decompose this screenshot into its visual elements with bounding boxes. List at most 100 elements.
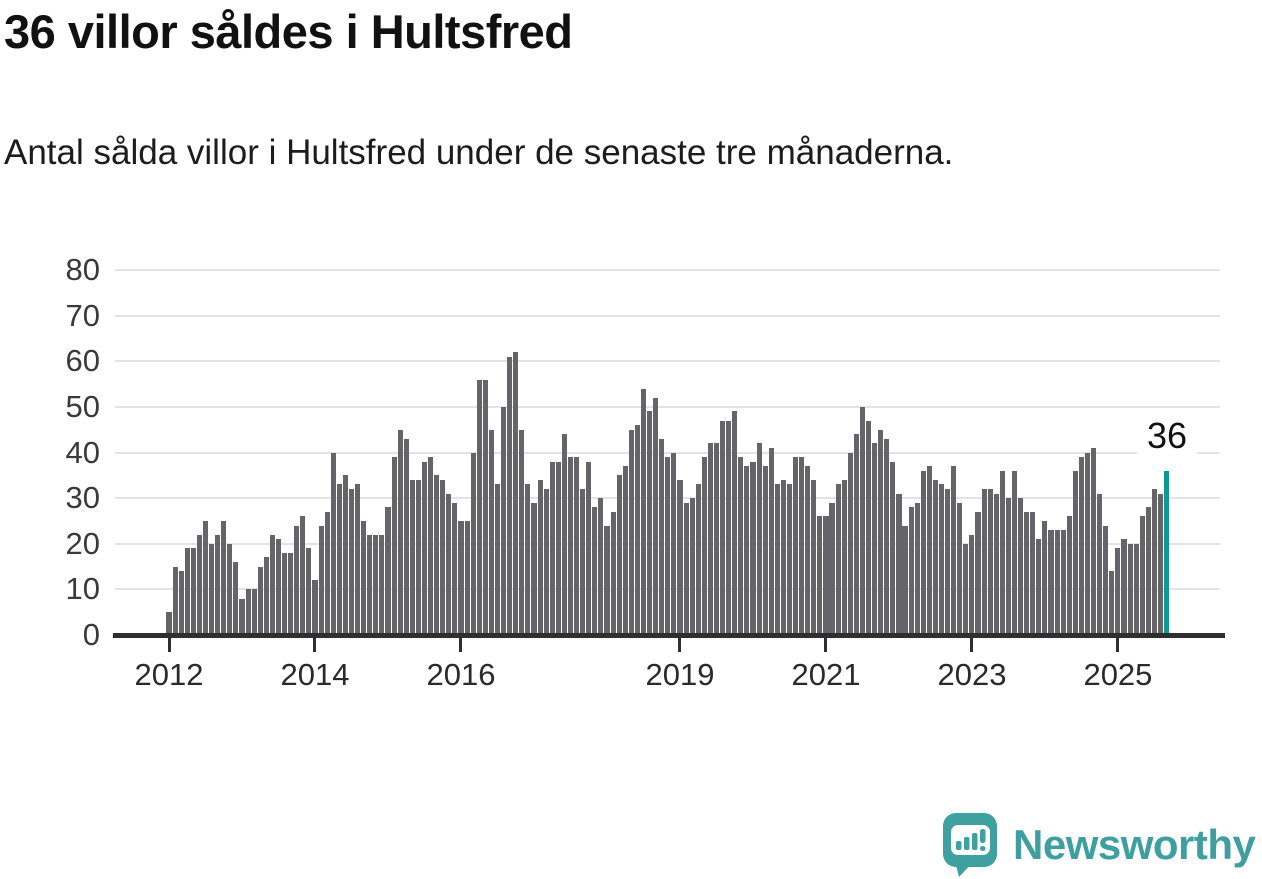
bar bbox=[1103, 525, 1109, 635]
gridline bbox=[115, 405, 1220, 408]
bar bbox=[494, 484, 501, 635]
bar bbox=[336, 484, 342, 635]
x-axis-tick bbox=[824, 638, 828, 652]
last-value-label: 36 bbox=[1136, 416, 1198, 458]
x-axis-tick bbox=[970, 638, 974, 652]
bar bbox=[1151, 489, 1157, 635]
bar bbox=[586, 461, 592, 635]
bar bbox=[780, 479, 786, 635]
bar bbox=[1042, 520, 1048, 635]
x-axis-line bbox=[113, 633, 1225, 638]
brand-name: Newsworthy bbox=[1013, 821, 1256, 868]
bar bbox=[1005, 498, 1011, 635]
bar bbox=[300, 516, 306, 635]
bar bbox=[1109, 571, 1115, 635]
x-axis-tick bbox=[167, 638, 171, 652]
bar bbox=[513, 352, 519, 635]
bar bbox=[519, 429, 525, 635]
bar bbox=[853, 434, 859, 635]
bar bbox=[720, 420, 726, 635]
gridline bbox=[115, 451, 1220, 454]
bar bbox=[318, 525, 324, 635]
bar bbox=[713, 443, 719, 635]
newsworthy-logo-icon bbox=[942, 812, 999, 878]
highlighted-bar bbox=[1164, 470, 1170, 635]
bar bbox=[221, 520, 227, 635]
bar bbox=[762, 466, 768, 635]
chart-subtitle: Antal sålda villor i Hultsfred under de … bbox=[4, 133, 954, 172]
bar bbox=[665, 457, 671, 635]
y-tick-label: 30 bbox=[65, 480, 100, 516]
bar bbox=[805, 466, 811, 635]
bar bbox=[932, 479, 938, 635]
bar bbox=[598, 498, 604, 635]
bar bbox=[373, 534, 379, 635]
y-tick-label: 80 bbox=[65, 252, 100, 287]
bar bbox=[707, 443, 713, 635]
bar bbox=[817, 516, 823, 635]
bar bbox=[756, 443, 762, 635]
bar bbox=[397, 429, 403, 635]
bar bbox=[190, 548, 196, 635]
bar bbox=[555, 461, 561, 635]
bar bbox=[355, 484, 361, 635]
bar bbox=[452, 502, 458, 635]
x-tick-label: 2016 bbox=[426, 657, 496, 692]
bar bbox=[1133, 543, 1139, 635]
bar bbox=[1048, 530, 1054, 635]
bar bbox=[312, 580, 318, 635]
gridline bbox=[115, 360, 1220, 363]
bar bbox=[610, 511, 616, 635]
bar bbox=[531, 502, 537, 635]
bar bbox=[367, 534, 373, 635]
bar bbox=[446, 493, 452, 635]
bar bbox=[859, 406, 865, 635]
bar bbox=[975, 511, 981, 635]
bar bbox=[415, 479, 421, 635]
bar bbox=[184, 548, 190, 635]
bar bbox=[464, 520, 470, 635]
bar bbox=[938, 484, 945, 635]
bar bbox=[391, 457, 397, 635]
bar bbox=[567, 457, 574, 635]
bar bbox=[726, 420, 732, 635]
x-tick-label: 2023 bbox=[937, 657, 1007, 692]
bar bbox=[841, 479, 847, 635]
bar bbox=[926, 466, 932, 635]
y-tick-label: 40 bbox=[65, 434, 100, 470]
bar bbox=[890, 461, 896, 635]
bar bbox=[458, 520, 464, 635]
chart-title: 36 villor såldes i Hultsfred bbox=[4, 5, 573, 58]
bar bbox=[543, 489, 549, 635]
bar bbox=[288, 552, 294, 635]
bar bbox=[379, 534, 385, 635]
bar bbox=[434, 475, 440, 635]
bar bbox=[294, 525, 300, 635]
bar bbox=[744, 466, 750, 635]
bar bbox=[677, 479, 683, 635]
bar bbox=[829, 502, 835, 635]
bar bbox=[750, 461, 756, 635]
bar bbox=[865, 420, 872, 635]
bar bbox=[178, 571, 184, 635]
bar bbox=[209, 543, 215, 635]
bar bbox=[604, 525, 610, 635]
bar bbox=[902, 525, 908, 635]
bar bbox=[245, 589, 251, 635]
x-tick-label: 2012 bbox=[134, 657, 204, 692]
bar bbox=[811, 479, 817, 635]
bar bbox=[574, 457, 580, 635]
bar bbox=[1091, 447, 1097, 635]
bar bbox=[470, 452, 476, 635]
x-axis-tick bbox=[678, 638, 682, 652]
bar bbox=[981, 489, 987, 635]
bar bbox=[878, 429, 884, 635]
bar bbox=[501, 406, 507, 635]
bar bbox=[202, 520, 209, 635]
bar bbox=[269, 534, 275, 635]
bar bbox=[1018, 498, 1024, 635]
bar bbox=[1036, 539, 1042, 635]
bar bbox=[945, 489, 951, 635]
bar bbox=[872, 443, 878, 635]
